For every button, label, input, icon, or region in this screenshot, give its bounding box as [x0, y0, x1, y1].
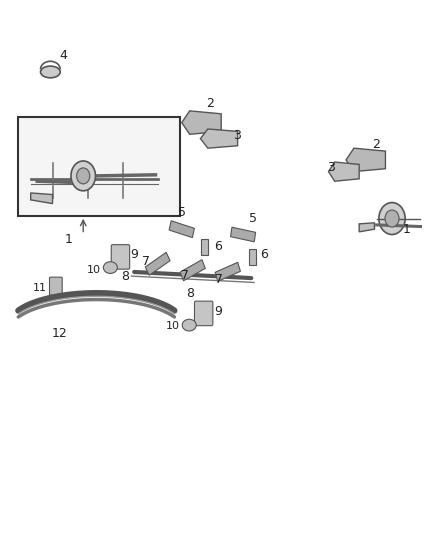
Polygon shape	[31, 193, 53, 204]
Circle shape	[71, 161, 95, 191]
Text: 9: 9	[131, 248, 138, 261]
Text: 4: 4	[59, 50, 67, 62]
Bar	[201, 239, 208, 255]
Text: 10: 10	[87, 265, 101, 274]
Text: 1: 1	[403, 223, 411, 236]
Polygon shape	[230, 227, 256, 242]
Text: 2: 2	[372, 139, 380, 151]
Polygon shape	[328, 162, 359, 181]
Circle shape	[385, 210, 399, 227]
Text: 10: 10	[166, 321, 180, 331]
Text: 8: 8	[121, 270, 129, 282]
FancyBboxPatch shape	[194, 301, 213, 326]
Text: 2: 2	[206, 98, 214, 110]
Text: 6: 6	[260, 248, 268, 261]
Text: 6: 6	[214, 240, 222, 253]
Polygon shape	[346, 148, 385, 172]
Text: 3: 3	[233, 130, 241, 142]
Text: 9: 9	[215, 305, 223, 318]
FancyBboxPatch shape	[49, 277, 62, 295]
Polygon shape	[201, 129, 237, 148]
Text: 8: 8	[187, 287, 194, 300]
FancyBboxPatch shape	[18, 117, 180, 216]
Text: 12: 12	[52, 327, 68, 340]
Text: 7: 7	[181, 269, 189, 282]
Text: 7: 7	[215, 273, 223, 286]
FancyBboxPatch shape	[111, 245, 130, 269]
Circle shape	[379, 203, 405, 235]
Text: 7: 7	[142, 255, 150, 268]
Ellipse shape	[182, 319, 196, 331]
Text: 1: 1	[64, 233, 72, 246]
Polygon shape	[180, 260, 205, 281]
Polygon shape	[145, 252, 170, 276]
Text: 5: 5	[178, 206, 186, 219]
Polygon shape	[182, 111, 221, 134]
Polygon shape	[359, 223, 374, 232]
Ellipse shape	[103, 262, 117, 273]
Text: 5: 5	[249, 213, 257, 225]
Bar	[249, 249, 256, 265]
Text: 3: 3	[327, 161, 335, 174]
Ellipse shape	[40, 66, 60, 78]
Circle shape	[77, 168, 90, 184]
Polygon shape	[215, 262, 240, 281]
Text: 11: 11	[33, 283, 47, 293]
Polygon shape	[169, 221, 194, 238]
